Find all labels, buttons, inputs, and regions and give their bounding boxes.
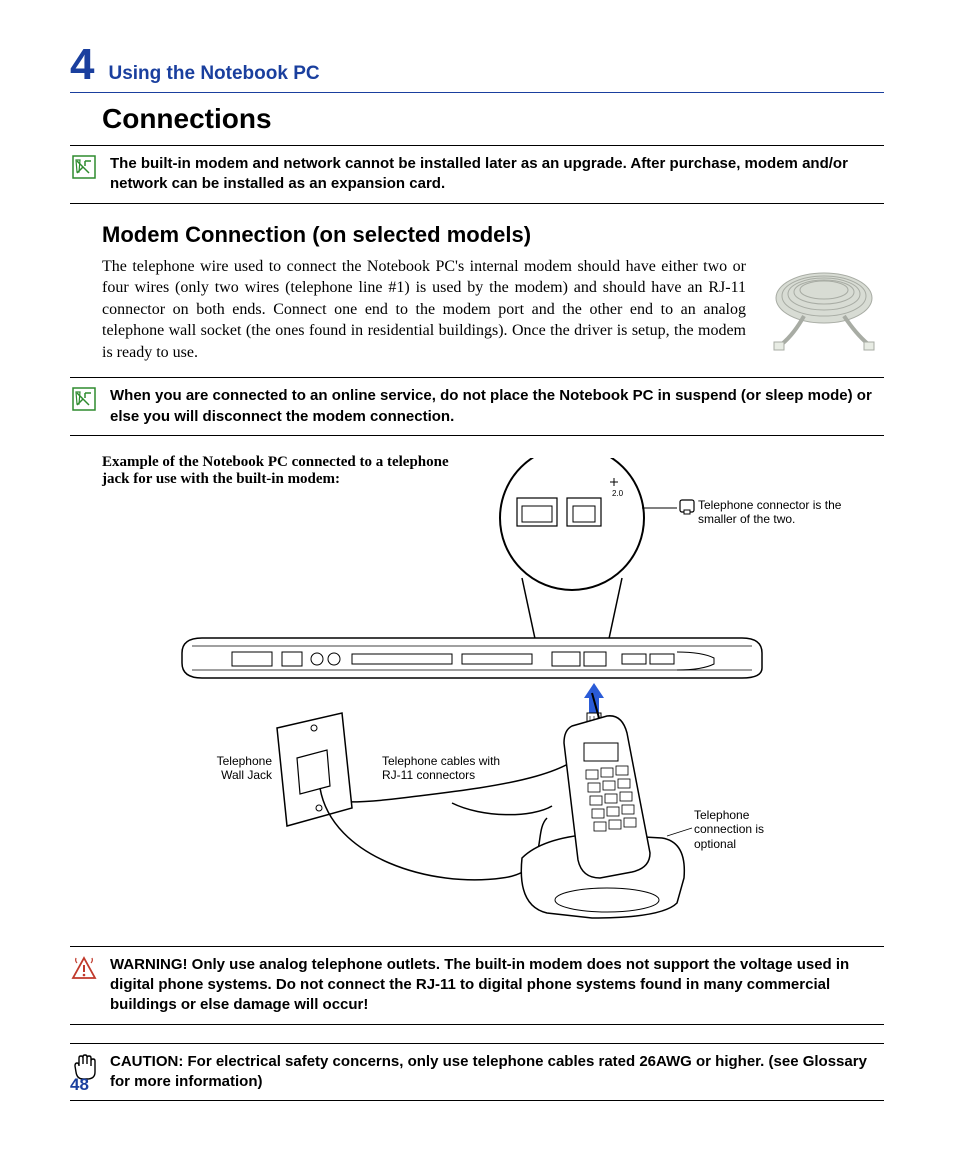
caution-text: CAUTION: For electrical safety concerns,… (110, 1052, 884, 1093)
chapter-header: 4 Using the Notebook PC (70, 40, 884, 93)
note-block-upgrade: The built-in modem and network cannot be… (70, 145, 884, 204)
warning-block: WARNING! Only use analog telephone outle… (70, 946, 884, 1025)
note-text: When you are connected to an online serv… (110, 386, 884, 427)
label-cables: Telephone cables with RJ-11 connectors (382, 754, 522, 783)
svg-text:2.0: 2.0 (612, 489, 624, 498)
chapter-number: 4 (70, 40, 94, 90)
note-text: The built-in modem and network cannot be… (110, 154, 884, 195)
diagram: 2.0 (102, 458, 884, 928)
cable-photo (764, 256, 884, 356)
label-connector-note: Telephone connector is the smaller of th… (698, 498, 848, 527)
section-title: Connections (102, 103, 884, 135)
note-icon (70, 386, 98, 412)
label-optional: Telephone connection is optional (694, 808, 794, 851)
warning-text: WARNING! Only use analog telephone outle… (110, 955, 884, 1016)
note-block-suspend: When you are connected to an online serv… (70, 377, 884, 436)
note-icon (70, 154, 98, 180)
caution-block: CAUTION: For electrical safety concerns,… (70, 1043, 884, 1102)
label-wall-jack: Telephone Wall Jack (192, 754, 272, 783)
body-text: The telephone wire used to connect the N… (102, 256, 746, 364)
subsection-title: Modem Connection (on selected models) (102, 222, 884, 248)
chapter-title: Using the Notebook PC (108, 63, 319, 85)
warning-icon (70, 955, 98, 983)
page-number: 48 (70, 1075, 89, 1095)
